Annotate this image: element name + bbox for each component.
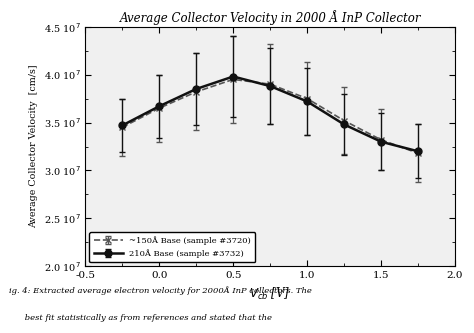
X-axis label: $V_{cb}$ [V]: $V_{cb}$ [V] bbox=[249, 286, 291, 302]
Text: best fit statistically as from references and stated that the: best fit statistically as from reference… bbox=[9, 314, 273, 322]
Text: ig. 4: Extracted average electron velocity for 2000Å InP collectors. The: ig. 4: Extracted average electron veloci… bbox=[9, 286, 312, 295]
Y-axis label: Average Collector Velocity  [cm/s]: Average Collector Velocity [cm/s] bbox=[29, 65, 38, 228]
Legend: ~150Å Base (sample #3720), 210Å Base (sample #3732): ~150Å Base (sample #3720), 210Å Base (sa… bbox=[90, 232, 255, 262]
Title: Average Collector Velocity in 2000 Å InP Collector: Average Collector Velocity in 2000 Å InP… bbox=[119, 11, 421, 25]
